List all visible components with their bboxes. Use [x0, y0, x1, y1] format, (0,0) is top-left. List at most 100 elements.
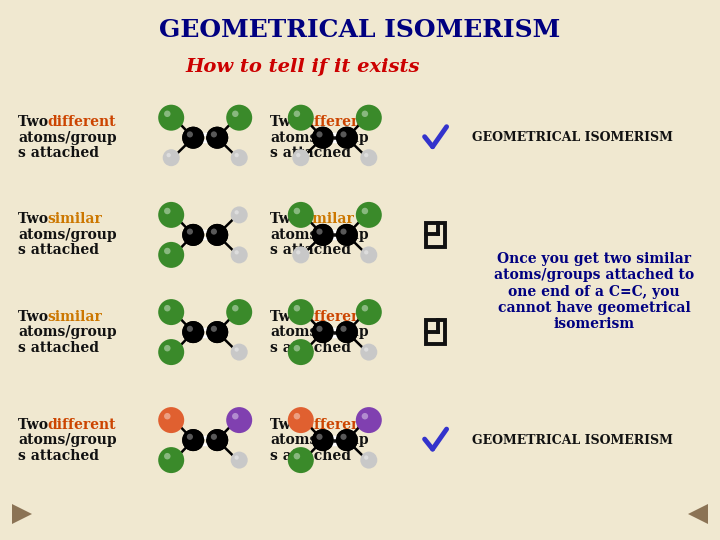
Text: atoms/group: atoms/group [270, 131, 369, 145]
Text: atoms/group: atoms/group [270, 433, 369, 447]
Circle shape [312, 321, 334, 343]
Circle shape [312, 127, 334, 148]
Circle shape [230, 246, 248, 264]
Circle shape [206, 321, 228, 343]
Circle shape [316, 434, 323, 440]
Circle shape [206, 321, 228, 343]
Circle shape [364, 455, 369, 460]
Circle shape [294, 111, 300, 117]
Text: s attached: s attached [18, 449, 99, 463]
Text: atoms/group: atoms/group [270, 325, 369, 339]
Circle shape [294, 208, 300, 214]
Circle shape [316, 131, 323, 138]
Circle shape [182, 321, 204, 343]
Circle shape [360, 451, 377, 469]
Circle shape [230, 451, 248, 469]
Circle shape [296, 153, 300, 157]
Circle shape [312, 321, 334, 343]
Text: Once you get two similar
atoms/groups attached to
one end of a C=C, you
cannot h: Once you get two similar atoms/groups at… [494, 252, 694, 331]
Circle shape [163, 149, 180, 166]
Circle shape [294, 453, 300, 460]
Text: atoms/group: atoms/group [18, 433, 117, 447]
Circle shape [312, 127, 334, 148]
Text: Two: Two [18, 115, 53, 129]
Bar [426, 320, 445, 344]
Circle shape [336, 321, 358, 343]
Circle shape [336, 127, 358, 148]
Text: s attached: s attached [18, 146, 99, 160]
Text: similar: similar [299, 212, 354, 226]
Text: s attached: s attached [270, 146, 351, 160]
Circle shape [235, 455, 239, 460]
Circle shape [182, 321, 204, 343]
Circle shape [341, 131, 346, 138]
Circle shape [182, 127, 204, 148]
Text: s attached: s attached [270, 449, 351, 463]
Text: Two: Two [270, 115, 305, 129]
Circle shape [316, 326, 323, 332]
Circle shape [336, 224, 358, 246]
Circle shape [294, 305, 300, 312]
Circle shape [361, 208, 368, 214]
Circle shape [288, 339, 314, 365]
Circle shape [186, 434, 193, 440]
Text: different: different [299, 115, 367, 129]
Circle shape [232, 305, 238, 312]
Circle shape [288, 447, 314, 473]
Circle shape [364, 250, 369, 254]
Circle shape [164, 111, 171, 117]
Text: GEOMETRICAL ISOMERISM: GEOMETRICAL ISOMERISM [159, 18, 561, 42]
Circle shape [288, 105, 314, 131]
Circle shape [164, 453, 171, 460]
Circle shape [312, 224, 334, 246]
Circle shape [292, 149, 310, 166]
Circle shape [356, 407, 382, 433]
Circle shape [312, 224, 334, 246]
Circle shape [164, 345, 171, 352]
Text: different: different [47, 417, 115, 431]
Text: similar: similar [47, 212, 102, 226]
Text: GEOMETRICAL ISOMERISM: GEOMETRICAL ISOMERISM [472, 131, 672, 144]
Circle shape [211, 131, 217, 138]
Circle shape [235, 250, 239, 254]
Circle shape [336, 429, 358, 451]
Text: Two: Two [18, 309, 53, 323]
Text: different: different [299, 309, 367, 323]
Circle shape [356, 105, 382, 131]
Circle shape [356, 202, 382, 228]
Text: s attached: s attached [18, 341, 99, 355]
Text: similar: similar [47, 309, 102, 323]
Circle shape [235, 347, 239, 352]
Circle shape [312, 429, 334, 451]
Text: Two: Two [18, 212, 53, 226]
Text: How to tell if it exists: How to tell if it exists [185, 58, 420, 77]
Circle shape [211, 434, 217, 440]
Circle shape [182, 429, 204, 451]
Circle shape [294, 413, 300, 420]
Circle shape [341, 434, 346, 440]
Circle shape [182, 429, 204, 451]
Circle shape [182, 224, 204, 246]
Circle shape [288, 202, 314, 228]
Circle shape [360, 149, 377, 166]
Circle shape [164, 413, 171, 420]
Circle shape [211, 326, 217, 332]
Circle shape [360, 343, 377, 361]
Circle shape [164, 248, 171, 254]
Circle shape [288, 407, 314, 433]
Circle shape [206, 224, 228, 246]
Circle shape [336, 429, 358, 451]
Circle shape [364, 347, 369, 352]
Text: different: different [299, 417, 367, 431]
Polygon shape [12, 504, 32, 524]
Circle shape [312, 429, 334, 451]
Circle shape [226, 407, 252, 433]
Circle shape [206, 224, 228, 246]
Circle shape [186, 228, 193, 235]
Circle shape [336, 321, 358, 343]
Circle shape [226, 299, 252, 325]
Circle shape [182, 224, 204, 246]
Circle shape [361, 305, 368, 312]
Bar [426, 223, 445, 247]
Circle shape [166, 153, 171, 157]
